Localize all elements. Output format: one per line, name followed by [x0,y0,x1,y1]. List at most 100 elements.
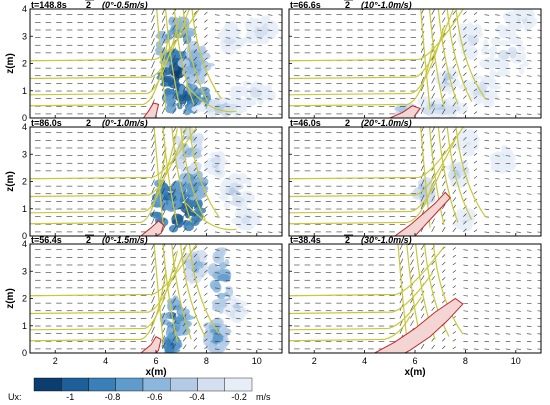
velocity-vector [516,310,521,312]
velocity-vector [420,179,425,187]
velocity-vector [431,268,435,273]
velocity-vector [193,129,198,133]
velocity-vector [516,340,521,343]
velocity-patch [433,97,443,104]
velocity-vector [463,144,467,149]
streamline [289,9,464,62]
velocity-vector [505,193,511,195]
velocity-vector [267,223,273,226]
velocity-vector [537,14,541,16]
velocity-vector [505,170,511,172]
velocity-patch [237,208,246,219]
velocity-patch [457,32,468,44]
velocity-vector [484,75,490,77]
velocity-vector [225,52,231,54]
velocity-vector [151,38,155,46]
velocity-vector [473,340,479,343]
velocity-vector [225,193,231,195]
y-tick-label: 2 [22,177,27,187]
velocity-vector [278,201,282,203]
velocity-vector [151,45,155,53]
velocity-vector [151,209,155,217]
velocity-vector [204,110,208,115]
velocity-vector [214,185,220,187]
velocity-vector [441,181,446,187]
velocity-vector [516,178,521,180]
velocity-vector [246,333,252,335]
velocity-vector [267,132,273,134]
velocity-vector [151,141,155,149]
colorbar-tick-label: -1 [66,392,74,402]
velocity-blob [181,249,209,285]
velocity-vector [246,302,252,304]
velocity-vector [484,140,490,142]
velocity-vector [278,67,282,69]
panel-time-label: t=148.8s [31,0,67,10]
x-axis-label: x(m) [404,367,425,378]
velocity-vector [246,140,252,142]
velocity-vector [431,16,435,23]
y-tick-label: 3 [22,266,27,276]
velocity-vector [441,204,446,210]
velocity-vector [505,208,511,210]
velocity-vector [516,162,521,165]
velocity-vector [257,52,262,54]
velocity-patch [480,46,488,56]
velocity-vector [505,67,511,69]
velocity-vector [473,130,478,133]
velocity-vector [257,105,262,108]
velocity-vector [420,313,425,319]
velocity-vector [278,295,282,297]
velocity-vector [151,186,155,194]
velocity-vector [473,175,478,179]
plot-content [289,9,541,118]
velocity-vector [452,143,457,149]
velocity-vector [214,162,220,165]
velocity-vector [267,98,273,100]
velocity-patch [238,300,245,307]
velocity-vector [267,155,273,157]
velocity-vector [463,295,468,297]
velocity-vector [420,99,425,107]
velocity-vector [182,86,187,92]
velocity-vector [267,201,273,203]
velocity-vector [399,311,404,319]
velocity-patch [250,23,256,32]
velocity-vector [236,132,241,134]
velocity-vector [172,100,176,107]
velocity-vector [473,96,478,99]
velocity-vector [537,140,541,142]
velocity-vector [278,178,282,180]
velocity-vector [225,272,231,274]
velocity-patch [469,135,481,144]
velocity-vector [516,29,521,31]
velocity-vector [182,55,187,61]
velocity-vector [526,185,532,187]
velocity-vector [151,163,155,171]
velocity-vector [151,133,155,141]
velocity-vector [505,155,511,157]
velocity-vector [516,14,521,16]
velocity-vector [399,258,404,266]
velocity-vector [526,113,532,115]
velocity-blob [231,207,262,231]
panel-6: 2 4 6 8 10 x(m) t=38.4s 2 (30°-1.0m/s) [288,234,542,378]
pile-outline [374,297,464,353]
velocity-patch [491,71,502,77]
velocity-patch [181,220,191,226]
velocity-vector [236,44,241,47]
velocity-patch [468,82,474,93]
velocity-patch [220,193,229,202]
velocity-vector [495,249,500,251]
velocity-vector [278,348,282,350]
velocity-patch [198,267,208,275]
velocity-patch [168,225,179,233]
velocity-vector [463,18,467,23]
velocity-patch [224,104,235,115]
velocity-vector [225,231,231,233]
velocity-patch [241,201,249,207]
panel-case-label: (0°-0.5m/s) [102,0,148,10]
velocity-vector [516,208,521,210]
velocity-patch [466,148,473,157]
